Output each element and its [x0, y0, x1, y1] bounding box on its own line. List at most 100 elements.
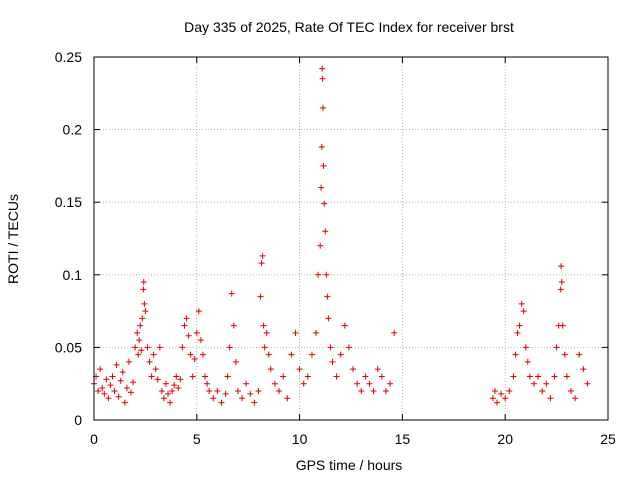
data-point: [284, 395, 291, 402]
data-point: [134, 329, 141, 336]
data-point: [260, 322, 267, 329]
data-point: [228, 290, 235, 297]
data-point: [337, 351, 344, 358]
data-point: [130, 379, 137, 386]
data-point: [510, 373, 517, 380]
data-point: [263, 329, 270, 336]
data-point: [169, 387, 176, 394]
data-point: [576, 351, 583, 358]
data-point: [103, 376, 110, 383]
chart-title: Day 335 of 2025, Rate Of TEC Index for r…: [184, 19, 514, 35]
data-point: [276, 387, 283, 394]
axis-ticks: 0 5 10 15 20 25 0 0.05 0.1 0.15 0.2 0.25: [55, 49, 616, 447]
plot-frame: [93, 56, 609, 421]
data-point: [232, 358, 239, 365]
data-point: [177, 376, 184, 383]
data-point: [179, 344, 186, 351]
data-point: [292, 329, 299, 336]
data-point: [160, 395, 167, 402]
data-point: [265, 351, 272, 358]
data-point: [150, 351, 157, 358]
data-point: [543, 380, 550, 387]
x-tick-label: 20: [497, 431, 513, 447]
data-point: [183, 315, 190, 322]
data-point: [296, 366, 303, 373]
data-point: [387, 380, 394, 387]
data-point: [121, 399, 128, 406]
data-point: [214, 387, 221, 394]
data-point: [193, 329, 200, 336]
data-point: [107, 382, 114, 389]
data-point: [204, 380, 211, 387]
data-point: [520, 308, 527, 315]
data-point: [115, 393, 122, 400]
data-points: [91, 65, 591, 406]
data-point: [366, 380, 373, 387]
data-point: [378, 373, 385, 380]
data-point: [321, 200, 328, 207]
y-tick-label: 0.25: [55, 49, 82, 65]
data-point: [512, 351, 519, 358]
data-point: [109, 373, 116, 380]
data-point: [315, 271, 322, 278]
x-tick-label: 5: [193, 431, 201, 447]
data-point: [300, 380, 307, 387]
data-point: [530, 380, 537, 387]
data-point: [243, 380, 250, 387]
data-point: [561, 351, 568, 358]
data-point: [350, 366, 357, 373]
data-point: [156, 344, 163, 351]
data-point: [132, 344, 139, 351]
x-tick-label: 10: [292, 431, 308, 447]
data-point: [580, 366, 587, 373]
data-point: [105, 395, 112, 402]
data-point: [141, 300, 148, 307]
data-point: [502, 395, 509, 402]
data-point: [317, 242, 324, 249]
data-point: [119, 369, 126, 376]
data-point: [558, 263, 565, 270]
data-point: [146, 358, 153, 365]
data-point: [526, 373, 533, 380]
y-tick-label: 0.15: [55, 194, 82, 210]
data-point: [524, 358, 531, 365]
data-point: [313, 329, 320, 336]
data-point: [162, 380, 169, 387]
data-point: [148, 373, 155, 380]
data-point: [320, 104, 327, 111]
data-point: [138, 347, 145, 354]
data-point: [324, 293, 331, 300]
data-point: [136, 337, 143, 344]
data-point: [382, 387, 389, 394]
data-point: [154, 376, 161, 383]
data-point: [320, 162, 327, 169]
data-point: [319, 75, 326, 82]
data-point: [325, 315, 332, 322]
data-point: [329, 358, 336, 365]
data-point: [522, 344, 529, 351]
data-point: [202, 373, 209, 380]
data-point: [323, 271, 330, 278]
data-point: [557, 286, 564, 293]
data-point: [128, 389, 135, 396]
data-point: [322, 228, 329, 235]
data-point: [255, 387, 262, 394]
data-point: [218, 399, 225, 406]
data-point: [173, 373, 180, 380]
data-point: [158, 387, 165, 394]
data-point: [195, 308, 202, 315]
data-point: [370, 387, 377, 394]
data-point: [206, 387, 213, 394]
data-point: [117, 377, 124, 384]
data-point: [125, 358, 132, 365]
data-point: [97, 366, 104, 373]
data-point: [489, 395, 496, 402]
data-point: [181, 322, 188, 329]
data-point: [506, 387, 513, 394]
data-point: [374, 366, 381, 373]
x-axis-label: GPS time / hours: [296, 457, 403, 473]
data-point: [563, 373, 570, 380]
data-point: [140, 279, 147, 286]
data-point: [95, 387, 102, 394]
data-point: [551, 373, 558, 380]
